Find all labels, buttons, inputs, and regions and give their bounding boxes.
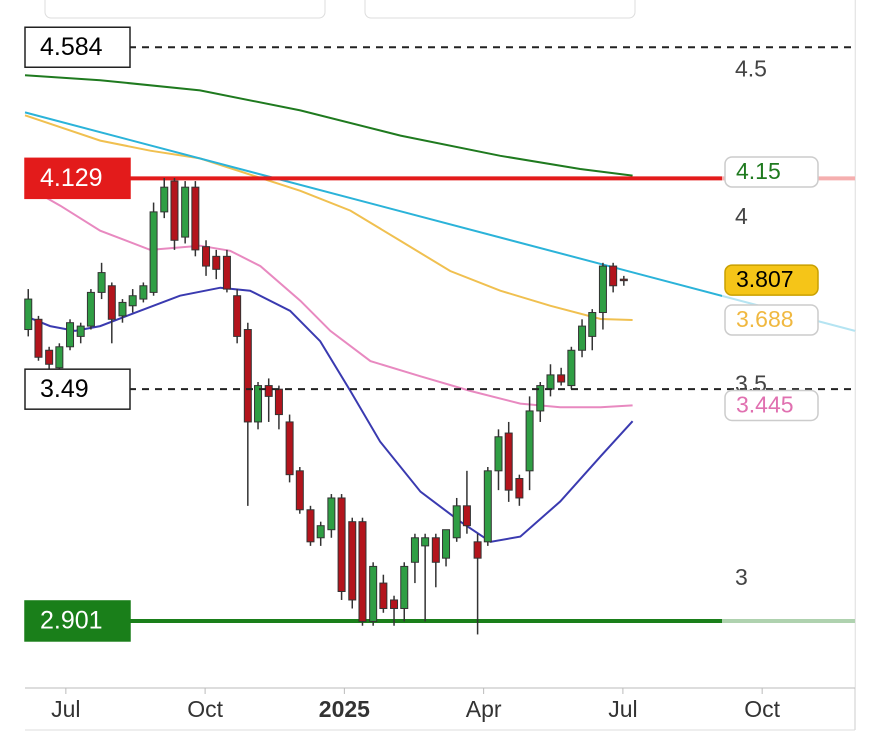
- candle-body: [55, 346, 64, 369]
- x-tick-label: Jul: [608, 696, 637, 722]
- tab[interactable]: [44, 0, 326, 19]
- x-tick-label: Oct: [187, 696, 223, 722]
- lines-layer: [24, 74, 856, 623]
- line-series: [24, 111, 856, 332]
- candle-body: [254, 385, 263, 423]
- line-series: [24, 114, 633, 321]
- candle-body: [97, 272, 106, 293]
- candle-body: [202, 246, 211, 267]
- candle-body: [390, 599, 399, 609]
- x-tick-label: Jul: [51, 696, 80, 722]
- candle-body: [24, 298, 33, 331]
- candle-body: [139, 285, 148, 300]
- candle-body: [295, 470, 304, 511]
- price-pill: [724, 264, 819, 296]
- candle-body: [483, 470, 492, 543]
- candle-body: [274, 388, 283, 416]
- candle-body: [327, 497, 336, 531]
- candle-body: [546, 374, 555, 390]
- candle-body: [34, 318, 43, 358]
- level-label-box: [24, 157, 131, 200]
- candle-body: [494, 436, 503, 472]
- candle-body: [609, 265, 618, 287]
- candle-body: [212, 255, 221, 270]
- level-label-box: [24, 600, 131, 642]
- candle-body: [170, 180, 179, 241]
- candle-body: [379, 582, 388, 609]
- y-tick-label: 3: [735, 564, 748, 590]
- y-tick-label: 4.5: [735, 56, 767, 82]
- tab[interactable]: [364, 0, 636, 19]
- price-pill: [724, 389, 819, 422]
- price-pill-label: 3.807: [736, 266, 794, 292]
- candle-body: [306, 509, 315, 543]
- level-label: 2.901: [40, 607, 103, 635]
- over-layer: Jul Oct 2025 Apr Jul Oct 4.584 4.129 3.49 2.901 3 3…: [24, 26, 855, 722]
- line-series: [24, 286, 634, 543]
- y-tick-label: 4: [735, 203, 748, 229]
- candle-body: [128, 295, 137, 307]
- candle-body: [316, 525, 325, 539]
- candle-body: [421, 537, 430, 547]
- candle-body: [149, 211, 158, 293]
- candle-body: [118, 301, 127, 317]
- candle-body: [536, 385, 545, 412]
- price-pill: [724, 156, 819, 188]
- candle-body: [86, 291, 95, 327]
- candle-body: [181, 186, 190, 238]
- candle-body: [515, 478, 524, 499]
- level-label: 4.129: [40, 164, 103, 192]
- candle-body: [160, 186, 169, 213]
- line-series: [24, 74, 633, 177]
- candle-body: [588, 312, 597, 337]
- candle-body: [264, 385, 273, 397]
- candle-body: [578, 325, 587, 351]
- candle-body: [462, 505, 471, 527]
- candle-body: [557, 374, 566, 383]
- candle-body: [525, 410, 534, 472]
- candle-body: [107, 285, 116, 320]
- future-fade: [722, 0, 855, 688]
- candle-body: [504, 432, 513, 491]
- candle-body: [400, 565, 409, 609]
- candle-body: [431, 537, 440, 563]
- candle-body: [598, 265, 607, 314]
- candle-body: [473, 541, 482, 559]
- level-label: 3.49: [40, 375, 89, 403]
- candle-body: [358, 521, 367, 622]
- candle-body: [222, 255, 231, 290]
- candle-body: [285, 421, 294, 476]
- candle-body: [567, 349, 576, 387]
- candle-body: [452, 505, 461, 539]
- x-tick-label: Oct: [744, 696, 780, 722]
- price-pill-label: 3.688: [736, 306, 794, 332]
- level-label: 4.584: [40, 33, 103, 61]
- candle-body: [410, 537, 419, 563]
- x-tick-label: Apr: [466, 696, 502, 722]
- level-label-box: [24, 368, 131, 410]
- candle-body: [243, 329, 252, 423]
- candle-body: [233, 295, 242, 337]
- candle-layer: [24, 178, 628, 635]
- price-pill-label: 4.15: [736, 158, 781, 184]
- price-pill: [724, 304, 819, 336]
- candle-body: [76, 325, 85, 337]
- price-pill-label: 3.445: [736, 392, 794, 418]
- candle-body: [442, 529, 451, 559]
- candle-body: [348, 521, 357, 601]
- candle-body: [66, 322, 75, 348]
- candle-body: [191, 186, 200, 251]
- candle-body: [369, 565, 378, 622]
- level-label-box: [24, 26, 131, 68]
- x-tick-label: 2025: [319, 696, 370, 722]
- candle-body: [337, 497, 346, 592]
- candle-body: [45, 349, 54, 365]
- candle-body: [619, 278, 628, 282]
